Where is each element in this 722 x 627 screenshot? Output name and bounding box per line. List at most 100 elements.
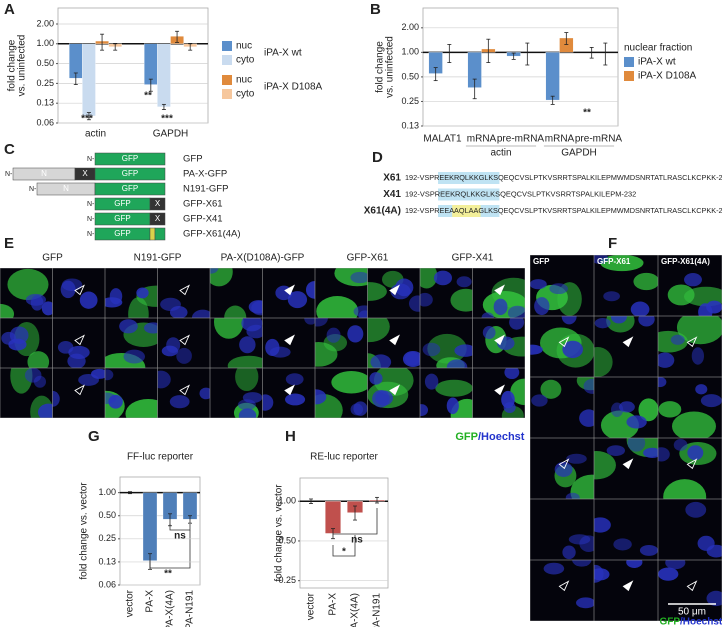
nucleus	[603, 291, 620, 302]
nucleus	[583, 378, 594, 394]
x-tick-label: PA-N191	[185, 590, 196, 627]
arrowhead	[686, 458, 698, 470]
domain-label: N	[63, 184, 69, 193]
gfp-cell	[540, 379, 562, 399]
scale-label: 50 μm	[678, 607, 706, 618]
micrograph	[530, 560, 594, 621]
nucleus	[284, 393, 306, 406]
legend-title: nuclear fraction	[624, 43, 692, 54]
error-bar	[128, 491, 132, 495]
micrograph	[420, 368, 473, 418]
panel-label: A	[4, 1, 15, 18]
nucleus	[402, 350, 420, 368]
gfp-cell	[213, 318, 244, 339]
micrograph	[210, 318, 263, 368]
nucleus	[269, 346, 291, 358]
nucleus	[626, 415, 647, 429]
micrograph	[530, 255, 594, 316]
arrowhead	[494, 284, 505, 296]
nucleus	[239, 336, 256, 354]
gfp-cell	[7, 268, 49, 301]
chart-title: RE-luc reporter	[310, 452, 378, 463]
group-label: GAPDH	[561, 148, 597, 159]
gfp-cell	[224, 305, 247, 318]
error-bar	[472, 78, 477, 100]
y-tick-label: 2.00	[401, 22, 419, 32]
error-bar	[168, 513, 172, 527]
bar	[157, 43, 171, 107]
terminus-label: N-	[87, 156, 95, 163]
nucleus	[626, 560, 643, 568]
nucleus	[79, 291, 98, 309]
y-tick-label: 1.00	[36, 38, 54, 48]
sequence: 192-VSPREEKRQLKKGLKSQEQCVSLPTKVSRRTSPALK…	[405, 189, 636, 198]
nucleus	[105, 297, 123, 308]
significance: **	[583, 108, 591, 119]
terminus-label: N-	[87, 231, 95, 238]
nucleus	[8, 338, 27, 351]
gfp-cell	[435, 379, 473, 397]
arrowhead	[558, 336, 570, 348]
error-bar	[433, 67, 438, 82]
significance: ***	[81, 114, 93, 125]
nucleus	[237, 399, 256, 411]
micrograph	[594, 560, 658, 621]
micrograph	[658, 499, 722, 560]
nucleus	[304, 318, 315, 325]
error-bar	[113, 43, 118, 51]
micrograph	[157, 368, 210, 418]
nucleus	[579, 409, 594, 427]
x-tick-label: MALAT1	[423, 134, 462, 145]
nucleus	[618, 401, 635, 413]
bar	[144, 43, 158, 85]
micrograph	[594, 377, 658, 438]
micrograph	[0, 268, 53, 318]
gfp-cell	[420, 268, 438, 289]
y-axis-label: fold change	[7, 39, 18, 91]
legend-label: iPA-X D108A	[638, 71, 697, 82]
x-tick-label: vector	[125, 589, 136, 617]
x-tick-label: PA-X	[145, 590, 156, 613]
x-tick-label: mRNA	[467, 134, 497, 145]
panel-label: F	[608, 235, 617, 252]
error-bar	[86, 112, 91, 121]
domain-label: N	[41, 169, 47, 178]
terminus-label: N-	[29, 186, 37, 193]
gfp-cell	[235, 368, 259, 392]
y-tick-label: 0.25	[401, 96, 419, 106]
nucleus	[285, 373, 304, 386]
nucleus	[493, 298, 508, 316]
nucleus	[169, 305, 188, 318]
gfp-cell	[676, 316, 722, 345]
column-header: GFP	[42, 253, 63, 264]
error-bar	[511, 52, 516, 60]
significance: ***	[161, 114, 173, 125]
nucleus	[658, 567, 679, 581]
nucleus	[199, 387, 210, 400]
domain-label: X	[155, 214, 161, 223]
arrowhead	[558, 458, 570, 470]
error-bar	[589, 47, 594, 59]
nucleus	[143, 322, 158, 334]
micrograph	[210, 368, 263, 418]
x-tick-label: PA-X	[328, 593, 339, 616]
micrograph	[530, 438, 594, 499]
y-tick-label: 0.25	[36, 78, 54, 88]
gfp-cell	[367, 318, 390, 343]
construct-name: N191-GFP	[183, 184, 228, 195]
legend-label: cyto	[236, 55, 255, 66]
y-tick-label: 1.00	[278, 496, 296, 506]
x-tick-label: vector	[306, 592, 317, 620]
nucleus	[482, 326, 496, 339]
y-tick-label: 1.00	[98, 487, 116, 497]
micrograph	[530, 316, 594, 377]
nucleus	[315, 389, 327, 405]
sequence: 192-VSPREEKRQLKKGLKSQEQCVSLPTKVSRRTSPALK…	[405, 173, 722, 182]
error-bar	[331, 528, 335, 540]
micrograph	[0, 318, 53, 368]
nucleus	[33, 375, 47, 388]
panel-label: H	[285, 428, 296, 445]
legend-swatch	[624, 57, 634, 67]
nucleus	[504, 368, 520, 380]
micrograph	[658, 377, 722, 438]
